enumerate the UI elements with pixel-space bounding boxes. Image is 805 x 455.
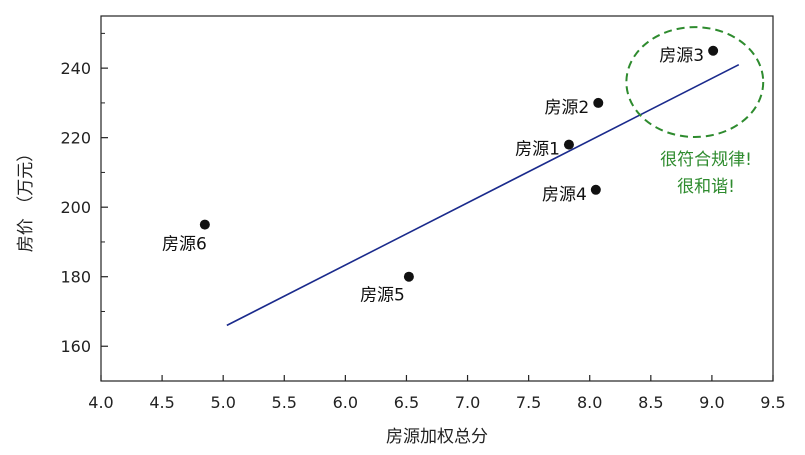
point-label: 房源3 xyxy=(659,46,704,66)
point-label: 房源6 xyxy=(162,235,207,255)
data-point xyxy=(593,97,604,108)
point-label: 房源2 xyxy=(544,98,589,118)
x-tick-label: 9.5 xyxy=(760,393,785,412)
x-tick-label: 4.0 xyxy=(88,393,113,412)
x-tick-label: 6.5 xyxy=(394,393,419,412)
x-tick-label: 6.0 xyxy=(333,393,358,412)
y-tick-label: 160 xyxy=(60,337,91,356)
trend-line xyxy=(226,63,740,327)
point-label: 房源5 xyxy=(360,286,405,306)
plot-frame xyxy=(100,15,774,382)
data-point xyxy=(199,219,210,230)
annotation-ellipse xyxy=(625,26,765,138)
x-tick-label: 4.5 xyxy=(149,393,174,412)
point-label: 房源4 xyxy=(542,185,587,205)
annotation-text: 很符合规律! xyxy=(660,150,752,170)
y-axis-title: 房价 （万元） xyxy=(16,145,36,252)
point-label: 房源1 xyxy=(515,140,560,160)
x-axis-title: 房源加权总分 xyxy=(386,427,488,447)
data-point xyxy=(590,184,601,195)
x-tick-label: 7.5 xyxy=(516,393,541,412)
data-point xyxy=(403,271,414,282)
y-tick-label: 240 xyxy=(60,59,91,78)
annotation-text: 很和谐! xyxy=(677,177,735,197)
x-tick-label: 5.5 xyxy=(272,393,297,412)
x-tick-label: 8.0 xyxy=(577,393,602,412)
x-tick-label: 7.0 xyxy=(455,393,480,412)
y-tick-label: 200 xyxy=(60,198,91,217)
data-point xyxy=(708,45,719,56)
x-tick-label: 5.0 xyxy=(210,393,235,412)
x-tick-label: 8.5 xyxy=(638,393,663,412)
data-point xyxy=(563,139,574,150)
x-tick-label: 9.0 xyxy=(699,393,724,412)
y-tick-label: 180 xyxy=(60,268,91,287)
y-tick-label: 220 xyxy=(60,129,91,148)
